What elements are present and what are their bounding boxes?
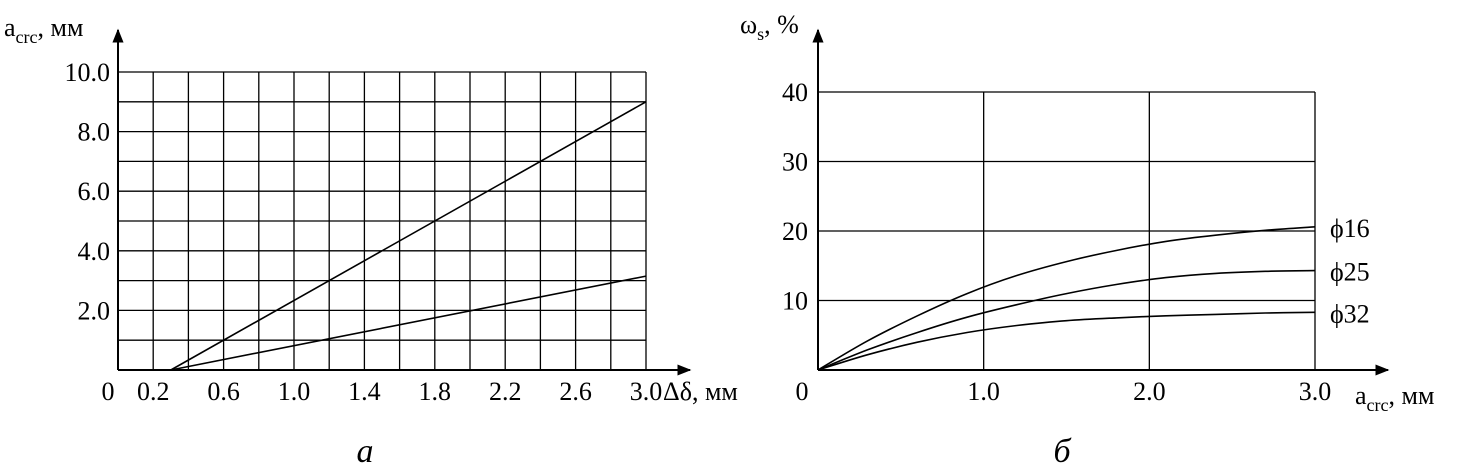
chart-b-caption: б — [1053, 433, 1072, 470]
chart-a-x-tick-label: 3.0 — [630, 377, 663, 406]
chart-b-series-line-3 — [817, 311, 1316, 371]
chart-b-series-line-2 — [817, 269, 1316, 371]
chart-b-x-tick-label: 3.0 — [1299, 377, 1332, 406]
chart-a: 0.2 0.6 1.0 1.4 1.8 2.2 2.6 3.0 2.0 4.0 6.0 8.0 10.0… — [4, 13, 738, 470]
chart-b-grid — [818, 91, 1316, 370]
chart-b-y-tick-label: 30 — [782, 148, 808, 177]
chart-b-series-label-3: ϕ32 — [1330, 299, 1370, 328]
chart-a-x-axis-label: Δδ, мм — [663, 377, 738, 406]
chart-b-x-axis-label: acrc, мм — [1355, 381, 1434, 415]
chart-b-y-tick-label: 40 — [782, 78, 808, 107]
chart-a-x-tick-label: 0.6 — [207, 377, 240, 406]
chart-a-x-tick-label: 2.2 — [489, 377, 522, 406]
chart-a-grid — [118, 71, 647, 370]
chart-b-series-label-1: ϕ16 — [1330, 214, 1370, 243]
chart-a-x-tick-label: 1.0 — [278, 377, 311, 406]
chart-a-y-tick-label: 2.0 — [78, 296, 111, 325]
chart-a-x-tick-label: 0.2 — [137, 377, 170, 406]
chart-b: 1.0 2.0 3.0 10 20 30 40 ϕ16 ϕ25 ϕ32 0 ωs, % acrc… — [740, 10, 1434, 470]
chart-a-x-tick-label: 1.4 — [348, 377, 381, 406]
chart-a-origin-label: 0 — [102, 377, 115, 406]
chart-b-series-label-2: ϕ25 — [1330, 258, 1370, 287]
chart-a-y-axis-label: acrc, мм — [4, 13, 83, 47]
chart-a-x-tick-label: 2.6 — [559, 377, 592, 406]
chart-b-y-axis-label: ωs, % — [740, 10, 799, 44]
chart-b-y-tick-label: 20 — [782, 217, 808, 246]
chart-a-caption: а — [357, 433, 374, 470]
chart-b-y-tick-label: 10 — [782, 287, 808, 316]
chart-a-y-tick-label: 10.0 — [65, 58, 111, 87]
chart-b-x-tick-label: 1.0 — [967, 377, 1000, 406]
chart-b-series-labels: ϕ16 ϕ25 ϕ32 — [1330, 214, 1370, 328]
chart-a-x-tick-label: 1.8 — [419, 377, 452, 406]
chart-b-x-tick-label: 2.0 — [1133, 377, 1166, 406]
chart-b-series-line-1 — [817, 226, 1316, 371]
chart-a-y-tick-label: 4.0 — [78, 237, 111, 266]
chart-b-curves — [817, 226, 1316, 371]
chart-a-series-line-1 — [170, 101, 647, 371]
chart-a-y-tick-label: 6.0 — [78, 177, 111, 206]
chart-a-tick-labels: 0.2 0.6 1.0 1.4 1.8 2.2 2.6 3.0 2.0 4.0 6.0 8.0 10.0 — [65, 58, 663, 406]
chart-a-curves — [170, 101, 647, 371]
chart-a-y-tick-label: 8.0 — [78, 118, 111, 147]
chart-a-series-line-2 — [170, 275, 647, 371]
chart-b-tick-labels: 1.0 2.0 3.0 10 20 30 40 — [782, 78, 1331, 406]
chart-b-origin-label: 0 — [796, 377, 809, 406]
